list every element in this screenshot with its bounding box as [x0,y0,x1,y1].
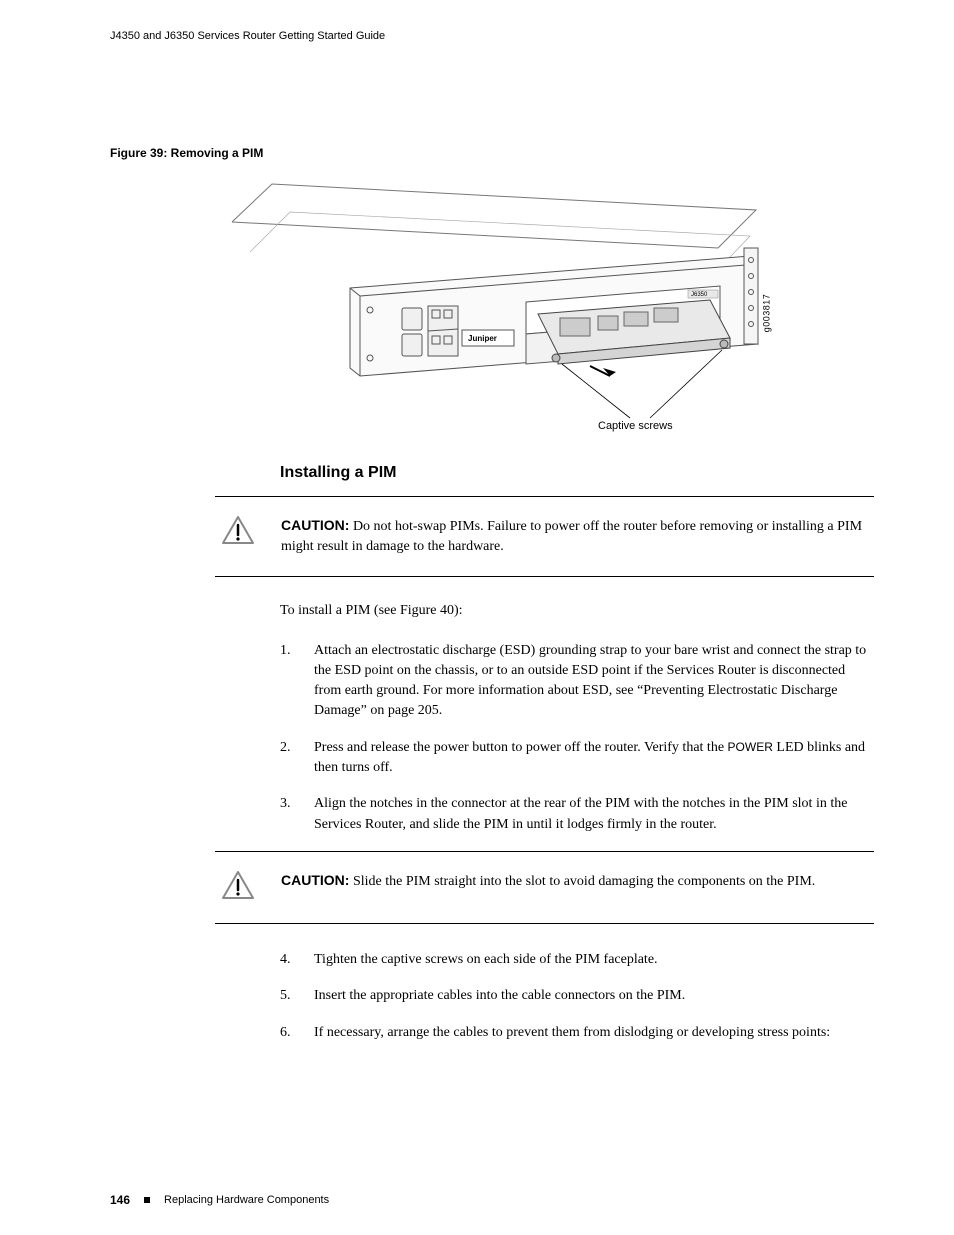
caution-icon [221,870,281,905]
pim-card [538,300,730,376]
footer-bullet-icon [144,1197,150,1203]
step-3: Align the notches in the connector at th… [280,794,874,835]
running-header: J4350 and J6350 Services Router Getting … [110,30,874,42]
caution-label: CAUTION: [281,517,349,533]
power-led-label: POWER [728,740,773,754]
step-5: Insert the appropriate cables into the c… [280,986,874,1006]
model-label: J6350 [691,292,708,298]
page-footer: 146 Replacing Hardware Components [110,1193,329,1207]
figure-caption: Figure 39: Removing a PIM [110,146,874,160]
step-1: Attach an electrostatic discharge (ESD) … [280,641,874,722]
caution-text: CAUTION: Do not hot-swap PIMs. Failure t… [281,515,874,558]
install-steps: Attach an electrostatic discharge (ESD) … [280,641,874,835]
router-illustration: Juniper J6350 [210,178,770,438]
page-number: 146 [110,1193,130,1207]
step-2: Press and release the power button to po… [280,738,874,779]
caution-text: CAUTION: Slide the PIM straight into the… [281,870,815,892]
intro-paragraph: To install a PIM (see Figure 40): [280,603,874,619]
brand-label: Juniper [468,334,497,343]
caution-body: Do not hot-swap PIMs. Failure to power o… [281,519,862,554]
captive-screws-label: Captive screws [598,420,673,432]
caution-slide-straight: CAUTION: Slide the PIM straight into the… [215,851,874,924]
figure-id-label: g003817 [762,294,772,333]
step-6: If necessary, arrange the cables to prev… [280,1023,874,1043]
figure-removing-pim: Juniper J6350 [210,178,770,438]
step-4: Tighten the captive screws on each side … [280,950,874,970]
footer-section: Replacing Hardware Components [164,1194,329,1206]
install-steps-continued: Tighten the captive screws on each side … [280,950,874,1043]
caution-label: CAUTION: [281,872,349,888]
caution-body: Slide the PIM straight into the slot to … [349,874,815,889]
caution-icon [221,515,281,550]
section-heading: Installing a PIM [280,464,874,482]
caution-hotswap: CAUTION: Do not hot-swap PIMs. Failure t… [215,496,874,577]
